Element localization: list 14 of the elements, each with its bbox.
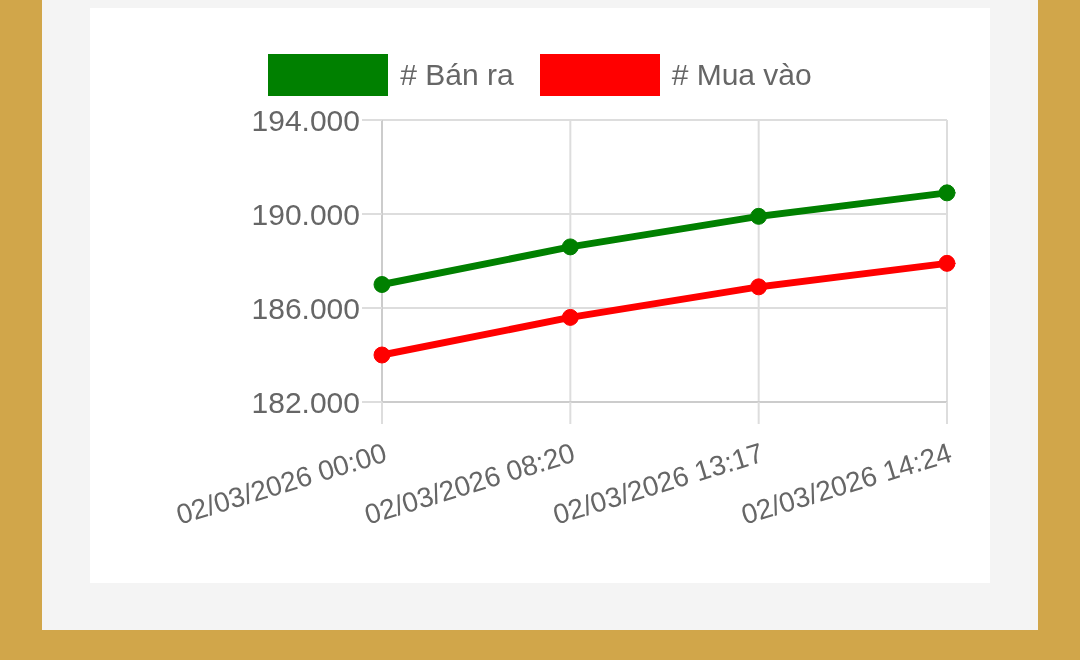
- point: [373, 346, 391, 364]
- point: [561, 238, 579, 256]
- point: [938, 254, 956, 272]
- point: [750, 278, 768, 296]
- point: [561, 308, 579, 326]
- point: [373, 276, 391, 293]
- y-tick-label: 194.000: [251, 103, 360, 137]
- legend-label: # Bán ra: [400, 58, 514, 92]
- point: [750, 207, 768, 225]
- point: [938, 184, 956, 202]
- y-tick-label: 186.000: [251, 291, 360, 325]
- y-tick-label: 182.000: [251, 385, 360, 419]
- y-tick-label: 190.000: [251, 197, 360, 231]
- legend-label: # Mua vào: [671, 58, 812, 92]
